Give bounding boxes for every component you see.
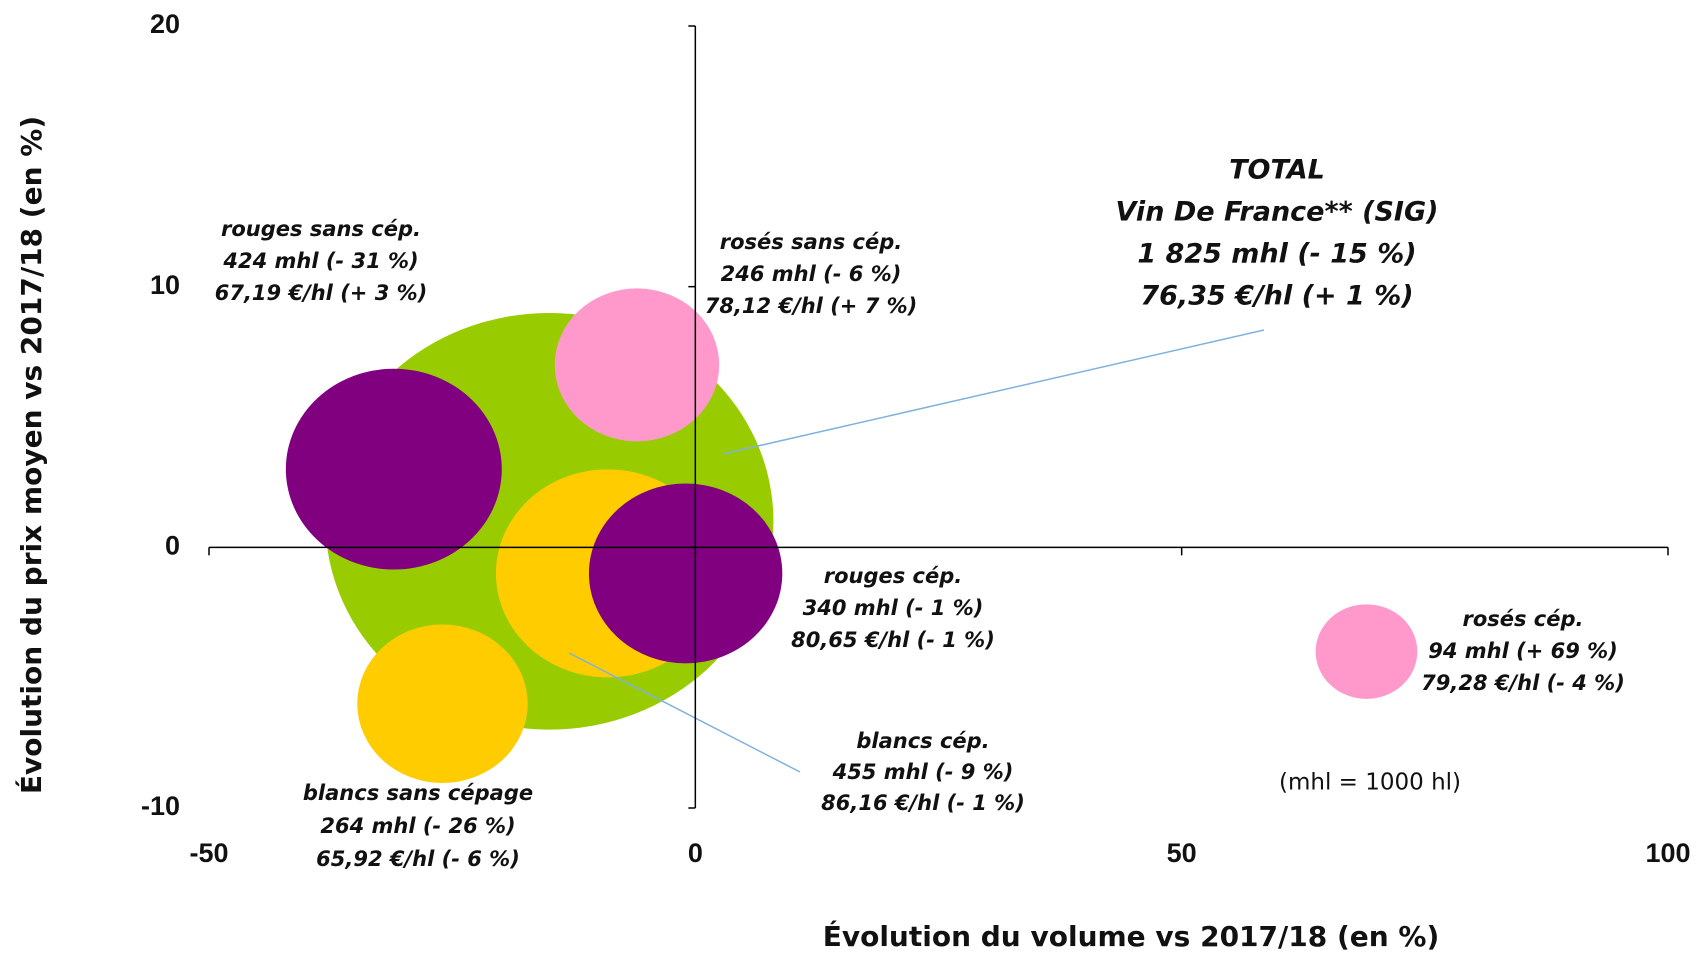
bubble-label: 67,19 €/hl (+ 3 %) [215, 281, 428, 305]
bubble [285, 368, 502, 570]
bubble-label: rouges sans cép. [221, 217, 421, 241]
bubble-label: TOTAL [1229, 155, 1325, 186]
bubble [554, 288, 720, 442]
x-tick-label: 0 [688, 838, 703, 868]
leader-line [568, 652, 801, 773]
bubble-label: 1 825 mhl (- 15 %) [1137, 239, 1416, 270]
bubbles [285, 288, 1418, 783]
bubble-label: 80,65 €/hl (- 1 %) [791, 628, 995, 652]
bubble [357, 624, 528, 783]
bubble-label: 246 mhl (- 6 %) [721, 262, 902, 286]
x-tick-label: -50 [189, 838, 228, 868]
y-tick-label: 20 [150, 9, 180, 39]
bubble-label: 86,16 €/hl (- 1 %) [821, 791, 1025, 815]
bubble-label: 424 mhl (- 31 %) [222, 249, 418, 273]
bubble-label: 65,92 €/hl (- 6 %) [316, 847, 520, 871]
y-axis-title: Évolution du prix moyen vs 2017/18 (en %… [14, 116, 48, 794]
bubble [1315, 604, 1418, 699]
y-tick-label: -10 [141, 791, 180, 821]
y-tick-label: 10 [150, 270, 180, 300]
leader-line [722, 329, 1265, 455]
bubble-label: blancs cép. [856, 729, 989, 753]
bubble-label: 455 mhl (- 9 %) [832, 760, 1014, 784]
bubble-label: rosés cép. [1462, 607, 1583, 631]
bubble-label: rouges cép. [824, 564, 963, 588]
x-tick-label: 50 [1167, 838, 1197, 868]
bubble-label: 76,35 €/hl (+ 1 %) [1140, 281, 1413, 312]
x-tick-label: 100 [1645, 838, 1690, 868]
bubble-label: 94 mhl (+ 69 %) [1428, 639, 1618, 663]
y-tick-label: 0 [165, 530, 180, 560]
bubble-label: 79,28 €/hl (- 4 %) [1421, 671, 1625, 695]
x-axis-title: Évolution du volume vs 2017/18 (en %) [823, 919, 1440, 953]
bubble-label: rosés sans cép. [720, 230, 902, 254]
bubble-label: 78,12 €/hl (+ 7 %) [705, 294, 918, 318]
bubble-label: 340 mhl (- 1 %) [803, 596, 984, 620]
annotation: (mhl = 1000 hl) [1279, 770, 1461, 796]
bubble-label: Vin De France** (SIG) [1116, 197, 1439, 228]
bubble-label: blancs sans cépage [303, 781, 533, 805]
bubble-label: 264 mhl (- 26 %) [320, 814, 515, 838]
bubble [588, 483, 783, 664]
